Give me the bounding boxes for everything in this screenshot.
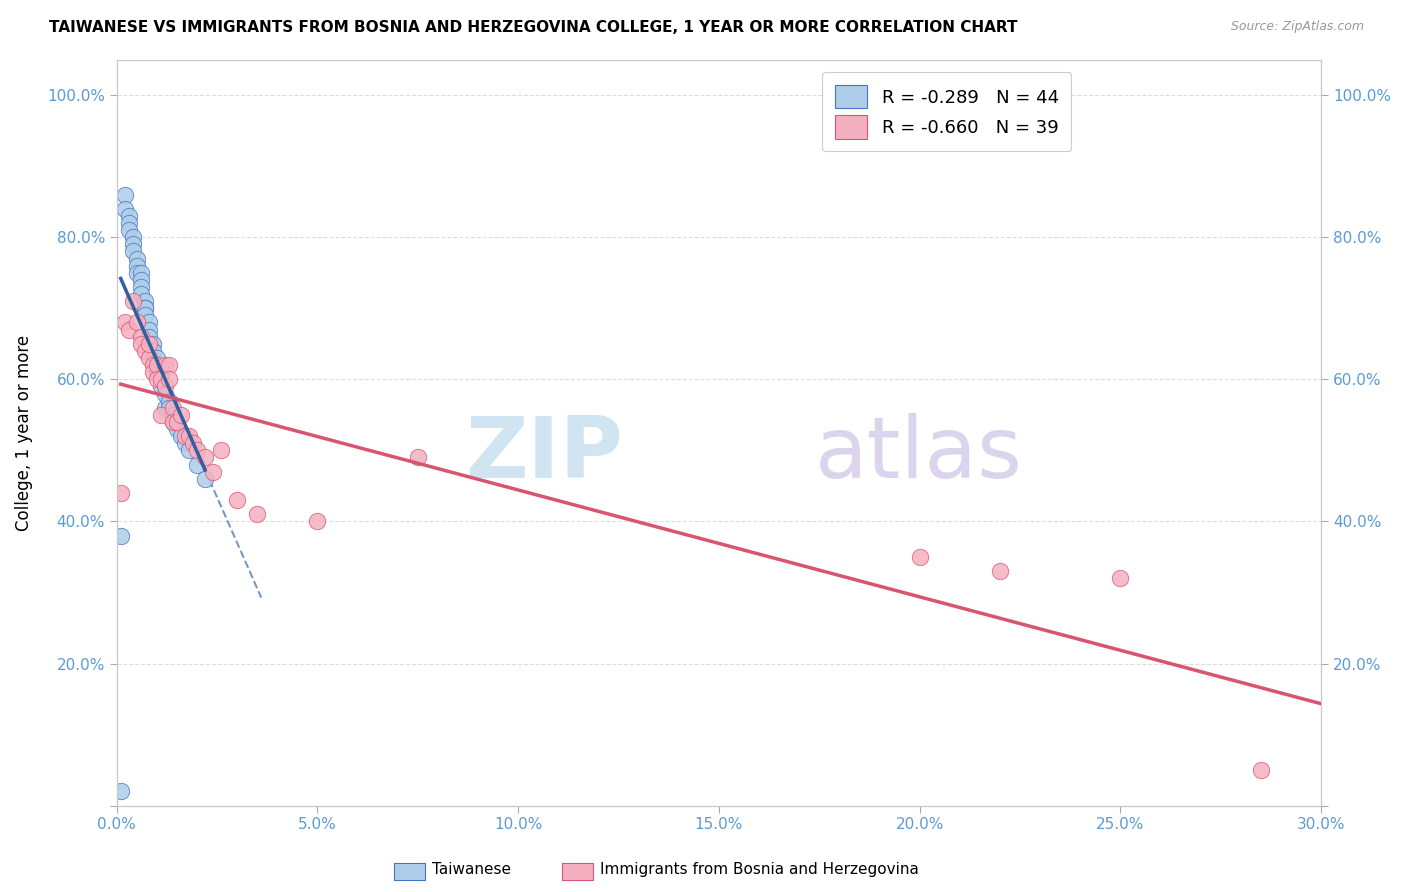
Point: [138, 322, 160, 336]
Point: [134, 294, 156, 309]
Point: [121, 244, 143, 259]
Point: [125, 252, 148, 266]
Point: [138, 336, 160, 351]
Point: [121, 237, 143, 252]
Point: [157, 372, 180, 386]
Point: [162, 415, 184, 429]
Point: [153, 358, 176, 372]
Point: [162, 408, 184, 422]
Point: [174, 429, 197, 443]
Point: [118, 209, 141, 223]
Text: atlas: atlas: [815, 414, 1024, 497]
Point: [114, 187, 136, 202]
Point: [114, 202, 136, 216]
Point: [142, 358, 165, 372]
Point: [166, 415, 188, 429]
Point: [114, 316, 136, 330]
Text: TAIWANESE VS IMMIGRANTS FROM BOSNIA AND HERZEGOVINA COLLEGE, 1 YEAR OR MORE CORR: TAIWANESE VS IMMIGRANTS FROM BOSNIA AND …: [49, 20, 1018, 35]
Point: [226, 493, 249, 508]
Point: [129, 266, 152, 280]
Point: [157, 393, 180, 408]
Point: [149, 372, 172, 386]
Point: [134, 309, 156, 323]
Point: [186, 458, 208, 472]
Point: [149, 408, 172, 422]
Point: [166, 422, 188, 436]
Text: Source: ZipAtlas.com: Source: ZipAtlas.com: [1230, 20, 1364, 33]
Point: [174, 436, 197, 450]
Point: [110, 486, 132, 500]
Point: [134, 343, 156, 358]
Point: [153, 379, 176, 393]
Point: [194, 472, 217, 486]
Point: [307, 515, 329, 529]
Point: [142, 343, 165, 358]
Point: [129, 329, 152, 343]
Point: [121, 230, 143, 244]
Point: [186, 443, 208, 458]
Point: [177, 443, 200, 458]
Point: [129, 287, 152, 301]
Point: [118, 322, 141, 336]
Point: [146, 372, 169, 386]
Point: [170, 429, 193, 443]
Point: [125, 266, 148, 280]
Point: [146, 358, 169, 372]
Text: ZIP: ZIP: [465, 414, 623, 497]
Point: [177, 429, 200, 443]
Point: [118, 223, 141, 237]
Point: [134, 301, 156, 316]
Point: [181, 436, 204, 450]
Text: Immigrants from Bosnia and Herzegovina: Immigrants from Bosnia and Herzegovina: [600, 863, 920, 877]
Point: [153, 386, 176, 401]
Point: [142, 336, 165, 351]
Point: [157, 358, 180, 372]
Point: [162, 401, 184, 415]
Point: [202, 465, 225, 479]
Point: [406, 450, 429, 465]
Point: [134, 301, 156, 316]
Point: [162, 415, 184, 429]
Point: [138, 316, 160, 330]
Legend: R = -0.289   N = 44, R = -0.660   N = 39: R = -0.289 N = 44, R = -0.660 N = 39: [823, 72, 1071, 152]
Point: [129, 273, 152, 287]
Text: Taiwanese: Taiwanese: [432, 863, 510, 877]
Point: [194, 450, 217, 465]
Point: [118, 216, 141, 230]
Point: [110, 528, 132, 542]
Point: [142, 365, 165, 379]
Point: [146, 365, 169, 379]
Point: [129, 280, 152, 294]
Point: [138, 351, 160, 365]
Point: [246, 508, 269, 522]
Point: [125, 316, 148, 330]
Point: [908, 549, 931, 564]
Point: [1250, 763, 1272, 777]
Point: [129, 336, 152, 351]
Point: [138, 329, 160, 343]
Point: [125, 259, 148, 273]
Y-axis label: College, 1 year or more: College, 1 year or more: [15, 334, 32, 531]
Point: [170, 408, 193, 422]
Point: [110, 784, 132, 798]
Point: [146, 351, 169, 365]
Point: [209, 443, 232, 458]
Point: [121, 294, 143, 309]
Point: [149, 365, 172, 379]
Point: [149, 379, 172, 393]
Point: [146, 358, 169, 372]
Point: [149, 372, 172, 386]
Point: [153, 401, 176, 415]
Point: [988, 564, 1011, 578]
Point: [1109, 571, 1132, 585]
Point: [157, 401, 180, 415]
